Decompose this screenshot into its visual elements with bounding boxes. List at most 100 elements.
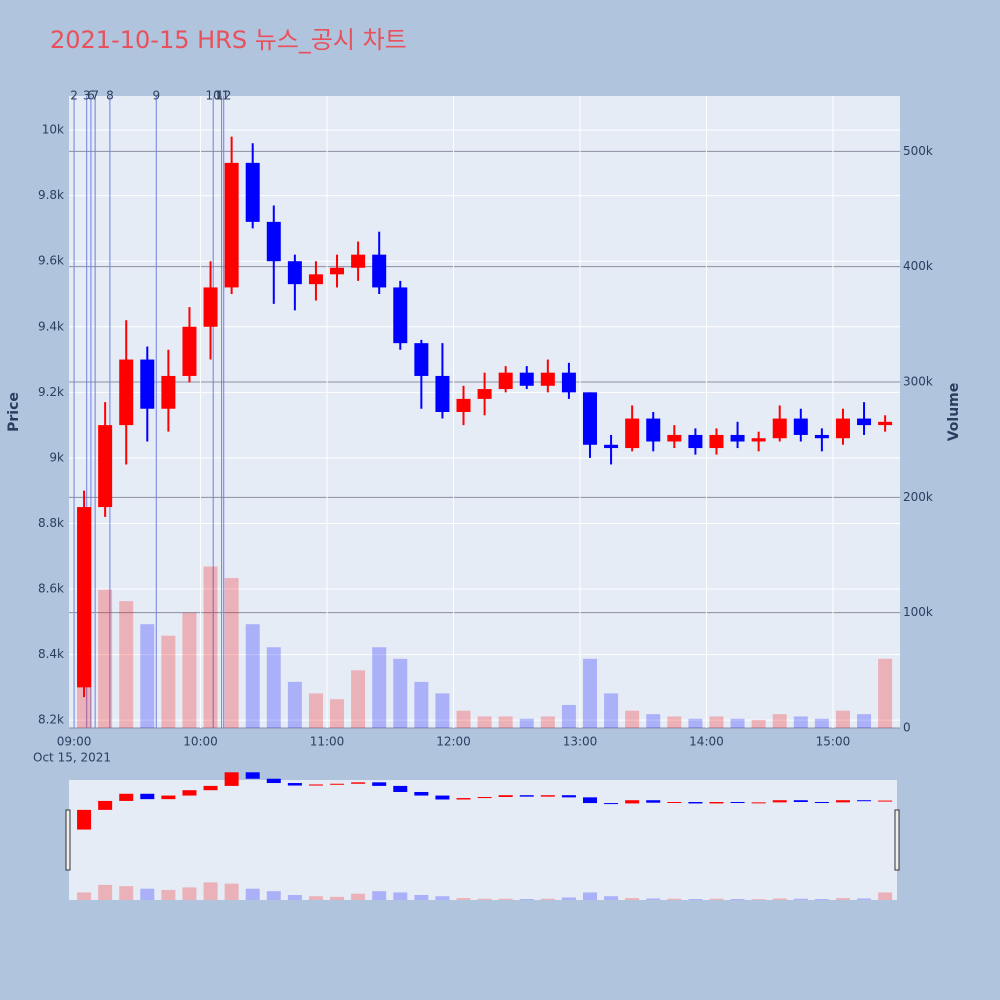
- slider-handle[interactable]: [894, 809, 900, 871]
- y-tick-label: 9.6k: [38, 254, 64, 268]
- volume-bar: [161, 635, 176, 728]
- slider-volume: [751, 899, 766, 900]
- slider-volume: [709, 898, 724, 900]
- y2-tick-label: 200k: [903, 490, 933, 504]
- slider-handle[interactable]: [65, 809, 71, 871]
- slider-candle: [203, 785, 218, 791]
- slider-volume: [604, 896, 619, 900]
- slider-volume: [878, 892, 893, 900]
- slider-candle: [372, 782, 387, 786]
- slider-volume: [393, 892, 408, 900]
- slider-candle: [414, 791, 429, 796]
- candle-body: [477, 389, 492, 399]
- y-tick-label: 9.2k: [38, 385, 64, 399]
- candle-body: [772, 418, 787, 439]
- slider-volume: [372, 891, 387, 900]
- slider-candle: [709, 802, 724, 804]
- candle-body: [98, 425, 113, 508]
- volume-bar: [477, 716, 492, 728]
- candle-body: [878, 421, 893, 426]
- news-label: 6: [87, 89, 95, 103]
- slider-candle: [308, 784, 323, 786]
- news-label: 10: [206, 89, 221, 103]
- y-tick-label: 8.2k: [38, 713, 64, 727]
- slider-candle: [456, 798, 471, 800]
- news-label: 9: [152, 89, 160, 103]
- slider-volume: [224, 883, 239, 900]
- slider-volume: [287, 894, 302, 900]
- news-label: 2: [70, 89, 78, 103]
- volume-bar: [414, 681, 429, 728]
- candle-body: [245, 162, 260, 222]
- slider-candle: [793, 800, 808, 803]
- volume-bar: [604, 693, 619, 728]
- volume-bar: [667, 716, 682, 728]
- y-axis-title: Price: [6, 392, 22, 432]
- volume-bar: [688, 718, 703, 728]
- slider-volume: [119, 886, 134, 900]
- range-slider[interactable]: [69, 780, 897, 900]
- slider-candle: [519, 795, 534, 797]
- candle-body: [330, 267, 345, 275]
- slider-candle: [435, 795, 450, 800]
- slider-candle: [266, 778, 281, 784]
- candle-body: [351, 254, 366, 268]
- volume-bar: [878, 658, 893, 728]
- candle-body: [456, 398, 471, 412]
- slider-volume: [519, 898, 534, 900]
- candle-body: [308, 274, 323, 285]
- slider-volume: [561, 897, 576, 900]
- y-tick-label: 8.6k: [38, 582, 64, 596]
- volume-bar: [330, 699, 345, 728]
- volume-bar: [540, 716, 555, 728]
- slider-volume: [772, 898, 787, 900]
- candle-body: [77, 507, 92, 688]
- candle-body: [119, 359, 134, 426]
- x-tick-label: 13:00: [563, 735, 598, 749]
- candle-body: [751, 438, 766, 442]
- slider-volume: [266, 891, 281, 900]
- slider-volume: [582, 892, 597, 900]
- candle-body: [435, 375, 450, 412]
- slider-candle: [625, 800, 640, 804]
- volume-bar: [287, 681, 302, 728]
- slider-candle: [688, 802, 703, 804]
- slider-volume: [498, 898, 513, 900]
- slider-volume: [835, 898, 850, 900]
- slider-volume: [330, 896, 345, 900]
- volume-bar: [182, 612, 197, 728]
- slider-volume: [351, 893, 366, 900]
- y-tick-label: 9.4k: [38, 319, 64, 333]
- slider-candle: [77, 809, 92, 830]
- slider-volume: [667, 898, 682, 900]
- y2-tick-label: 100k: [903, 605, 933, 619]
- x-tick-label: 10:00: [183, 735, 218, 749]
- volume-bar: [351, 670, 366, 728]
- slider-candle: [287, 783, 302, 786]
- candle-body: [414, 343, 429, 376]
- volume-bar: [456, 710, 471, 728]
- volume-bar: [140, 624, 155, 728]
- slider-volume: [625, 898, 640, 900]
- slider-volume: [308, 896, 323, 900]
- chart-title: 2021-10-15 HRS 뉴스_공시 차트: [50, 26, 407, 54]
- slider-candle: [646, 800, 661, 803]
- candle-body: [561, 372, 576, 393]
- volume-bar: [625, 710, 640, 728]
- slider-candle: [604, 803, 619, 805]
- slider-candle: [140, 793, 155, 800]
- volume-bar: [308, 693, 323, 728]
- candle-body: [519, 372, 534, 386]
- x-date-label: Oct 15, 2021: [33, 751, 111, 765]
- news-label: 8: [106, 89, 114, 103]
- slider-candle: [224, 772, 239, 786]
- candle-body: [161, 375, 176, 409]
- slider-volume: [245, 888, 260, 900]
- slider-volume: [77, 892, 92, 900]
- candle-body: [857, 418, 872, 426]
- slider-candle: [730, 802, 745, 804]
- volume-bar: [646, 714, 661, 728]
- slider-volume: [814, 898, 829, 900]
- candle-body: [604, 444, 619, 449]
- slider-volume: [857, 898, 872, 900]
